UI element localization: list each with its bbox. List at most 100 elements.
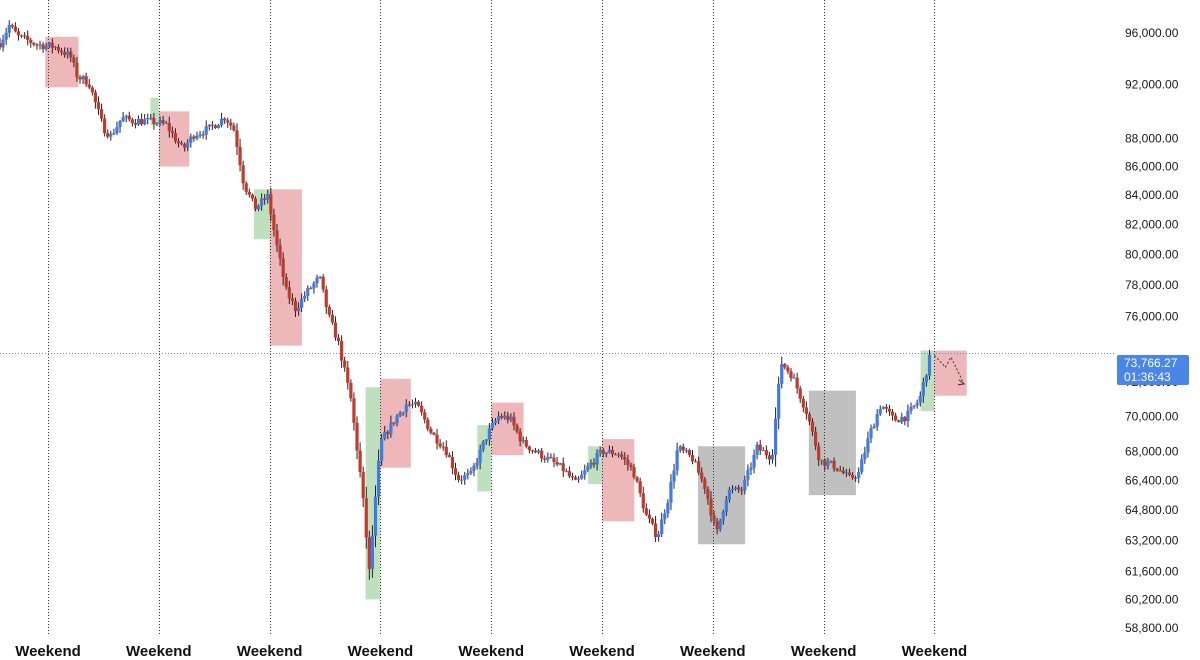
candle-body [592,462,596,465]
candle-body [857,471,861,478]
candle-body [383,431,387,439]
candle-body [700,472,704,480]
candle-body [4,32,8,40]
candle-body [109,133,113,137]
candle-body [441,446,445,448]
candle-body [250,194,254,199]
y-tick-label: 60,200.00 [1125,592,1179,606]
candle-body [783,364,787,368]
candle-body [284,276,288,288]
candle-body [847,472,852,475]
candle-body [303,295,307,299]
candle-body [266,193,270,200]
candle-body [490,422,495,429]
candle-body [472,465,476,472]
candle-body [278,245,282,259]
candle-body [432,432,436,435]
zone-red-8 [491,402,524,456]
candle-body [912,405,916,407]
candle-body [675,450,679,471]
candle-body [63,52,67,55]
candle-body [176,141,181,144]
candle-body [50,42,54,48]
candle-body [715,520,719,530]
candle-body [761,450,765,452]
candle-body [358,450,362,472]
candle-body [395,416,399,424]
candle-body [96,102,101,110]
candle-body [737,487,741,490]
weekend-label: Weekend [15,643,81,660]
projection-arrowhead [957,379,966,386]
candle-body [866,438,870,453]
candle-body [370,535,375,569]
candle-body [589,462,593,467]
candle-body [450,457,455,469]
candle-body [678,446,682,451]
candle-body [401,412,405,414]
candle-body [256,205,261,210]
candle-body [604,452,608,455]
candle-body [564,471,568,473]
candle-body [410,404,415,406]
candle-body [149,117,153,119]
y-tick-label: 86,000.00 [1125,160,1179,174]
candle-body [398,412,402,417]
candle-body [752,454,756,468]
candle-body [223,118,227,121]
candle-body [878,408,882,415]
candle-body [130,119,134,124]
candle-body [315,277,319,284]
projection-path-group [934,355,966,386]
candle-body [93,92,98,103]
candle-body [44,45,48,50]
candle-body [730,489,735,491]
candle-body [426,419,430,429]
candle-body [657,534,661,538]
candle-body [872,426,876,429]
candle-body [349,382,353,399]
weekend-label: Weekend [791,643,857,660]
candle-body [841,470,845,474]
candle-body [201,134,205,136]
candle-body [712,515,716,521]
current-price-tag[interactable]: 73,766.27 01:36:43 [1117,355,1189,385]
candle-body [75,62,79,78]
candle-body [195,135,199,139]
candle-body [389,422,393,435]
candle-body [644,508,648,515]
candle-body [875,414,879,427]
candle-body [635,477,639,482]
candle-body [533,450,538,453]
y-tick-label: 70,000.00 [1125,409,1179,423]
candle-body [23,35,27,37]
candle-body [546,456,550,460]
candle-body [647,514,652,519]
candle-body [549,456,553,458]
candle-body [632,467,636,478]
candle-body [235,130,239,147]
candle-body [887,408,892,412]
candle-body [413,401,418,405]
candle-body [59,50,64,53]
candle-body [814,431,818,447]
candle-body [567,471,571,477]
candle-body [35,44,39,46]
candle-body [447,455,451,458]
candle-body [884,407,888,409]
candle-body [189,136,193,143]
candle-body [484,439,488,442]
candle-body [835,468,839,471]
candle-body [346,367,350,383]
candle-body [617,454,621,456]
candle-body [894,415,898,421]
candle-body [186,142,190,148]
candle-body [795,377,799,389]
candle-body [583,470,587,475]
candle-body [552,457,556,463]
candle-body [66,51,70,55]
candle-body [272,214,276,231]
candle-body [26,35,30,40]
